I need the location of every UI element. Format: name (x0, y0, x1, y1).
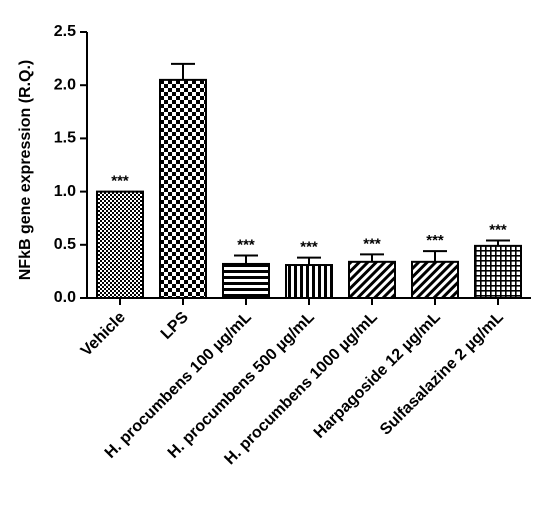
y-axis-label: NFkB gene expression (R.Q.) (17, 60, 34, 281)
x-tick-label: Vehicle (78, 309, 129, 360)
y-tick-label: 1.5 (54, 130, 76, 147)
significance-marker: *** (300, 239, 318, 256)
x-tick-label: Sulfasalazine 2 µg/mL (377, 309, 507, 439)
bar (222, 262, 270, 299)
significance-marker: *** (426, 232, 444, 249)
y-tick-label: 2.5 (54, 23, 76, 40)
bar (474, 244, 522, 299)
x-tick-label: Harpagoside 12 µg/mL (311, 309, 444, 442)
y-tick-label: 0.0 (54, 289, 76, 306)
bars-group: *** *** *** *** *** *** (96, 62, 522, 305)
significance-marker: *** (363, 235, 381, 252)
bar (159, 78, 207, 299)
significance-marker: *** (111, 173, 129, 190)
bar (96, 190, 144, 300)
y-tick-label: 1.0 (54, 183, 76, 200)
x-tick-label: LPS (158, 309, 192, 343)
y-tick-label: 2.0 (54, 76, 76, 93)
bar (285, 264, 333, 299)
significance-marker: *** (237, 236, 255, 253)
y-tick-label: 0.5 (54, 236, 76, 253)
bar (411, 260, 459, 300)
significance-marker: *** (489, 222, 507, 239)
bar (348, 260, 396, 300)
